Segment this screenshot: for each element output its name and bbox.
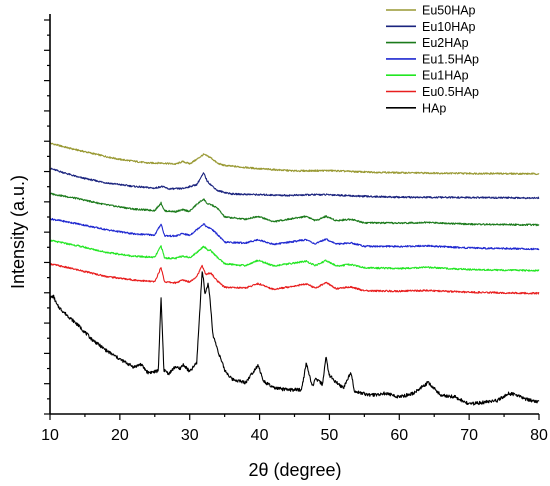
legend-item: Eu2HAp xyxy=(386,36,469,50)
series-line-hap xyxy=(49,271,540,406)
series-line-eu10hap xyxy=(49,167,540,200)
x-tick-label: 50 xyxy=(321,427,339,444)
series-line-eu0-5hap xyxy=(49,262,540,295)
legend-label: Eu10HAp xyxy=(422,20,476,34)
x-tick-label: 70 xyxy=(460,427,478,444)
series-layer xyxy=(49,142,540,406)
legend-item: Eu10HAp xyxy=(386,20,476,34)
legend-label: Eu0.5HAp xyxy=(422,85,479,99)
legend-label: Eu1.5HAp xyxy=(422,52,479,66)
legend-label: Eu1HAp xyxy=(422,69,469,83)
legend-item: Eu0.5HAp xyxy=(386,85,479,99)
series-line-eu50hap xyxy=(49,142,540,176)
x-tick-label: 30 xyxy=(181,427,199,444)
series-line-eu1hap xyxy=(49,239,540,272)
legend-item: HAp xyxy=(386,101,446,115)
legend-item: Eu50HAp xyxy=(386,4,476,18)
legend: Eu50HAp Eu10HAp Eu2HAp Eu1.5HAp Eu1HAp Eu0.5H… xyxy=(386,4,479,115)
x-axis-title: 2θ (degree) xyxy=(248,460,341,480)
x-axis-ticks: 10 20 30 40 50 60 70 80 xyxy=(41,414,548,444)
y-axis-title: Intensity (a.u.) xyxy=(8,175,28,289)
legend-item: Eu1HAp xyxy=(386,69,469,83)
x-tick-label: 80 xyxy=(530,427,548,444)
legend-label: Eu2HAp xyxy=(422,36,469,50)
x-tick-label: 60 xyxy=(390,427,408,444)
x-tick-label: 20 xyxy=(111,427,129,444)
legend-label: HAp xyxy=(422,101,446,115)
legend-item: Eu1.5HAp xyxy=(386,52,479,66)
y-axis-ticks xyxy=(44,19,50,415)
legend-label: Eu50HAp xyxy=(422,4,476,18)
series-line-eu2hap xyxy=(49,192,540,227)
series-line-eu1-5hap xyxy=(49,217,540,251)
x-tick-label: 40 xyxy=(251,427,269,444)
x-tick-label: 10 xyxy=(41,427,59,444)
